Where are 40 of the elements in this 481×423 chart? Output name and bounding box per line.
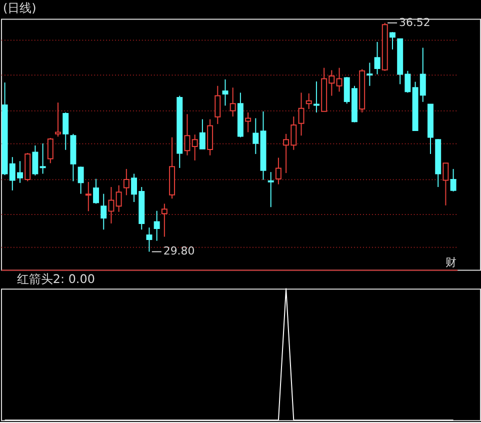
candlestick <box>184 114 190 156</box>
candlestick <box>207 118 214 156</box>
candlestick <box>306 92 312 110</box>
candlestick <box>123 168 130 196</box>
candlestick <box>55 102 61 138</box>
annotation: 29.80 <box>163 244 195 258</box>
chart-title: (日线) <box>2 0 36 15</box>
candlestick <box>450 168 456 192</box>
candlestick <box>108 186 114 224</box>
candlestick <box>161 203 168 238</box>
candlestick <box>252 118 259 154</box>
candlestick <box>85 181 92 212</box>
candlestick <box>336 67 342 92</box>
candlestick <box>47 137 54 164</box>
candlestick <box>154 210 160 242</box>
candlestick <box>442 162 449 206</box>
chart-title: 红箭头2: 0.00 <box>16 272 95 286</box>
candlestick <box>199 118 206 150</box>
candlestick <box>62 112 69 150</box>
candlestick <box>32 144 38 176</box>
candlestick <box>78 166 84 194</box>
candlestick <box>389 32 396 50</box>
candlestick <box>214 85 221 125</box>
candlestick <box>230 87 236 118</box>
annotation: 36.52 <box>399 16 430 29</box>
candlestick <box>374 41 380 75</box>
annotation: 财 <box>446 256 457 269</box>
candlestick <box>93 178 100 204</box>
candlestick <box>366 62 373 86</box>
candlestick <box>268 172 274 208</box>
candlestick <box>116 184 122 212</box>
candlestick <box>192 134 198 161</box>
candlestick <box>222 78 228 106</box>
candlestick <box>313 80 320 113</box>
candlestick <box>100 193 107 230</box>
candlestick <box>146 227 152 252</box>
candlestick <box>40 142 46 174</box>
candlestick <box>245 112 252 133</box>
candlestick <box>275 157 282 185</box>
candlestick <box>298 92 304 136</box>
